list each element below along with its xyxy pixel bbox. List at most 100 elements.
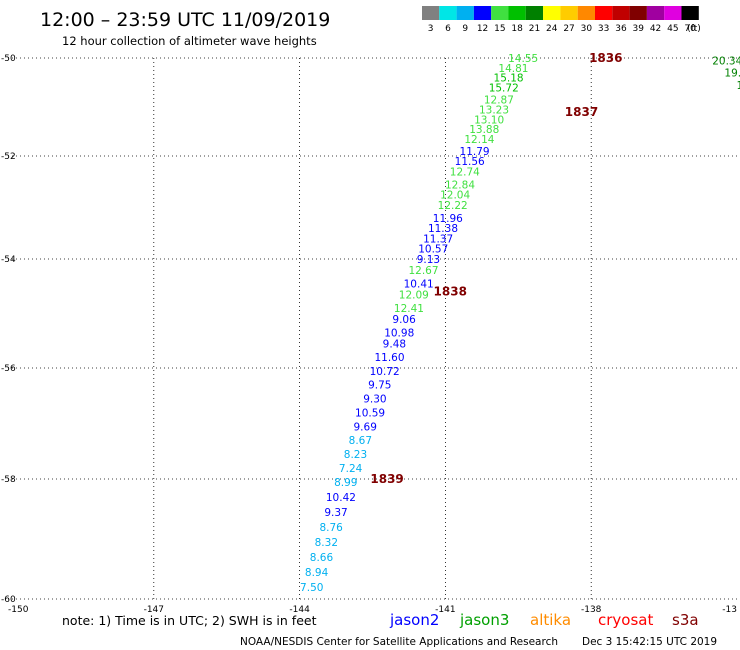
swh-point: 10.41	[404, 279, 434, 291]
y-tick-label: -58	[1, 475, 16, 485]
x-tick-label: -150	[8, 605, 29, 615]
scale-swatch	[681, 6, 699, 20]
swh-point: 12.74	[450, 166, 480, 178]
scale-swatch	[612, 6, 630, 20]
swh-point: 11.56	[455, 156, 485, 168]
scale-swatch	[456, 6, 474, 20]
y-tick-label: -50	[1, 54, 16, 64]
swh-point: 13.23	[479, 104, 509, 116]
scale-swatch	[525, 6, 544, 20]
scale-label: 3	[428, 24, 434, 34]
scale-label: 45	[667, 24, 678, 34]
pass-labels: 1836 1837 1838 1839	[370, 51, 622, 486]
scale-swatch	[491, 6, 509, 20]
swh-point: 9.37	[324, 507, 347, 519]
swh-point: 12.67	[408, 265, 438, 277]
y-tick-label: -60	[1, 595, 16, 605]
scale-label: 33	[598, 24, 609, 34]
swh-point: 10.42	[326, 492, 356, 504]
swh-point: 12.87	[484, 95, 514, 107]
scale-label: 30	[581, 24, 593, 34]
timestamp: Dec 3 15:42:15 UTC 2019	[582, 636, 717, 648]
swh-point: 10.98	[384, 328, 414, 340]
y-tick-label: -54	[1, 255, 16, 265]
swh-point: 12.22	[438, 200, 468, 212]
pass-label: 1836	[589, 51, 622, 65]
x-tick-label: -138	[581, 605, 602, 615]
swh-point: 8.94	[305, 567, 329, 579]
x-tick-label: -147	[144, 605, 164, 615]
data-points: 14.5514.8115.1815.7212.8713.2313.1013.88…	[300, 53, 740, 594]
swh-point: 8.32	[315, 537, 338, 549]
scale-swatch	[473, 6, 492, 20]
y-tick-label: -56	[1, 364, 16, 374]
swh-point: 12.41	[394, 303, 424, 315]
grid	[8, 58, 737, 599]
swh-point: 13.10	[474, 114, 504, 126]
pass-label: 1839	[370, 472, 403, 486]
chart-subtitle: 12 hour collection of altimeter wave hei…	[62, 34, 317, 48]
scale-swatch	[560, 6, 578, 20]
swh-point: 12.84	[445, 179, 475, 191]
swh-point: 11.38	[428, 223, 458, 235]
tick-labels: -150 -147 -144 -141 -138 -13 -50 -52 -54 -56 -58 -6…	[1, 54, 737, 615]
x-tick-label: -144	[289, 605, 310, 615]
y-tick-label: -52	[1, 152, 16, 162]
scale-label: 70	[684, 24, 696, 34]
swh-point: 11.37	[423, 233, 453, 245]
x-tick-label: -141	[435, 605, 455, 615]
swh-point: 9.30	[363, 394, 386, 406]
swh-point: 12.04	[440, 190, 470, 202]
swh-point: 20.34	[712, 55, 740, 67]
satellite-legend-item: cryosat	[598, 611, 653, 629]
scale-swatch	[664, 6, 682, 20]
swh-point: 11.79	[460, 146, 490, 158]
scale-label: 18	[511, 24, 523, 34]
satellite-legend-item: altika	[530, 611, 571, 629]
pass-label: 1838	[434, 285, 467, 299]
swh-point: 19.32	[737, 80, 740, 92]
chart-title: 12:00 – 23:59 UTC 11/09/2019	[40, 9, 330, 31]
swh-point: 8.76	[319, 522, 343, 534]
scale-label: 15	[494, 24, 505, 34]
scale-label: 21	[529, 24, 540, 34]
scale-swatch	[577, 6, 595, 20]
credit-line: NOAA/NESDIS Center for Satellite Applica…	[240, 636, 558, 648]
swh-point: 8.66	[310, 552, 334, 564]
plot-area: -150 -147 -144 -141 -138 -13 -50 -52 -54 -56 -58 -6…	[1, 51, 740, 615]
swh-point: 10.57	[418, 244, 448, 256]
satellite-legend-item: s3a	[672, 611, 699, 629]
swh-point: 7.50	[300, 582, 323, 594]
swh-point: 14.55	[508, 53, 538, 65]
satellite-legend: jason2 jason3 altika cryosat s3a	[389, 611, 699, 629]
scale-swatch	[646, 6, 665, 20]
swh-point: 15.18	[494, 73, 524, 85]
swh-point: 19.27	[724, 68, 740, 80]
scale-label: 9	[462, 24, 468, 34]
scale-label: 27	[563, 24, 574, 34]
swh-point: 9.13	[417, 254, 440, 266]
scale-label: 24	[546, 24, 558, 34]
scale-label: 12	[477, 24, 488, 34]
swh-point: 9.75	[368, 380, 391, 392]
swh-point: 12.14	[464, 134, 494, 146]
swh-point: 14.81	[498, 63, 528, 75]
scale-label: 42	[650, 24, 661, 34]
satellite-legend-item: jason3	[459, 611, 509, 629]
swh-point: 11.96	[433, 213, 463, 225]
scale-unit: (ft)	[687, 24, 701, 34]
scale-swatch	[439, 6, 457, 20]
swh-point: 10.59	[355, 407, 385, 419]
swh-point: 10.72	[370, 366, 400, 378]
scale-swatch	[629, 6, 647, 20]
scale-label: 39	[633, 24, 645, 34]
x-tick-label: -13	[722, 605, 737, 615]
axes	[8, 57, 737, 600]
footnote: note: 1) Time is in UTC; 2) SWH is in fe…	[62, 613, 317, 628]
swh-point: 8.67	[349, 435, 372, 447]
scale-swatch	[508, 6, 526, 20]
satellite-legend-item: jason2	[389, 611, 439, 629]
scale-swatch	[422, 6, 440, 20]
color-scale: 3 6 9 12 15 18 21 24 27 30 33 36 39 42 45 70(ft)	[422, 6, 701, 34]
